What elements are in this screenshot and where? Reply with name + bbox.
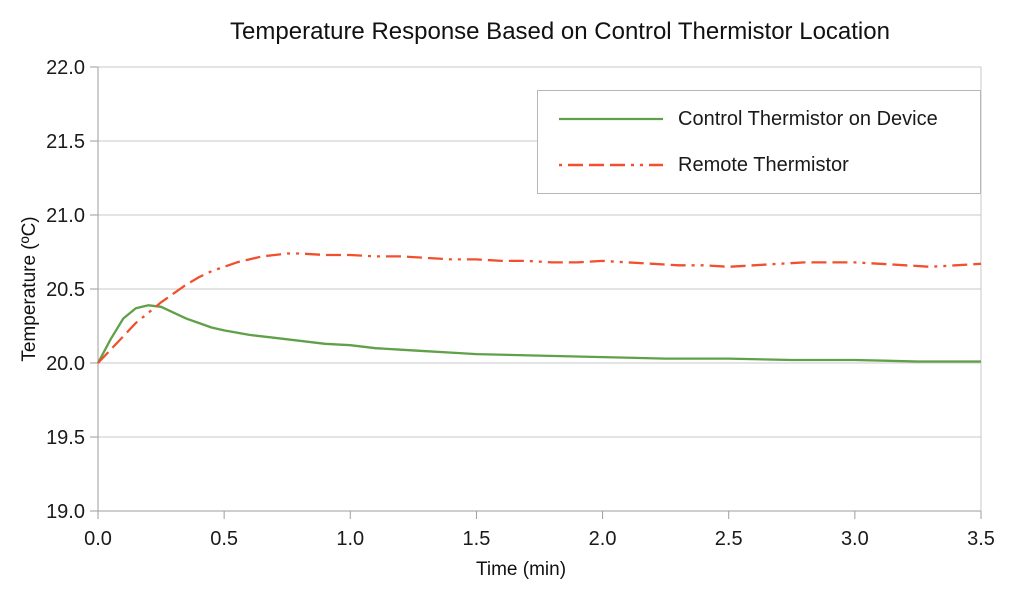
x-tick-label-1.5: 1.5 xyxy=(463,528,491,550)
legend-item-control-thermistor: Control Thermistor on Device xyxy=(556,101,980,137)
x-tick-label-0.0: 0.0 xyxy=(84,528,112,550)
x-tick-label-1.0: 1.0 xyxy=(336,528,364,550)
x-tick-label-2.0: 2.0 xyxy=(589,528,617,550)
legend-item-remote-thermistor: Remote Thermistor xyxy=(556,147,980,183)
legend: Control Thermistor on Device Remote Ther… xyxy=(537,90,981,194)
y-tick-label-19.0: 19.0 xyxy=(46,501,85,523)
series-line-control-thermistor-on-device xyxy=(96,304,981,364)
y-axis-title: Temperature (ºC) xyxy=(19,216,40,362)
y-tick-label-19.5: 19.5 xyxy=(46,427,85,449)
chart-title: Temperature Response Based on Control Th… xyxy=(230,18,890,45)
legend-label-remote-thermistor: Remote Thermistor xyxy=(678,153,849,176)
x-axis-title: Time (min) xyxy=(475,559,567,580)
x-tick-label-2.5: 2.5 xyxy=(715,528,743,550)
legend-line-remote-thermistor-icon xyxy=(559,163,663,167)
y-tick-label-21.5: 21.5 xyxy=(46,131,85,153)
y-tick-label-22.0: 22.0 xyxy=(46,57,85,79)
legend-line-control-thermistor-icon xyxy=(559,117,663,121)
y-tick-label-20.0: 20.0 xyxy=(46,353,85,375)
y-tick-label-20.5: 20.5 xyxy=(46,279,85,301)
x-tick-label-3.5: 3.5 xyxy=(967,528,995,550)
series-line-remote-thermistor xyxy=(97,252,982,364)
x-tick-label-3.0: 3.0 xyxy=(841,528,869,550)
y-tick-label-21.0: 21.0 xyxy=(46,205,85,227)
x-tick-label-0.5: 0.5 xyxy=(210,528,238,550)
legend-label-control-thermistor: Control Thermistor on Device xyxy=(678,107,938,130)
